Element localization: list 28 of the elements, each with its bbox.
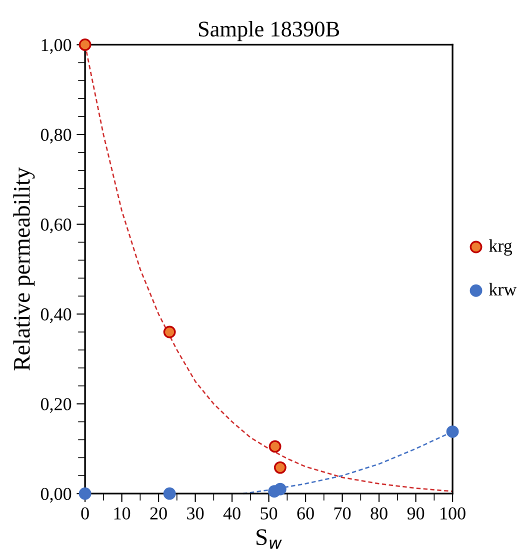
point — [446, 425, 459, 438]
legend-label: krg — [489, 239, 512, 256]
y-tick-label: 0,20 — [40, 398, 72, 413]
x-tick-label: 30 — [187, 507, 204, 520]
x-tick-label: 60 — [297, 507, 314, 520]
point — [268, 440, 282, 453]
chart-title: Sample 18390B — [198, 20, 340, 42]
point — [163, 326, 176, 338]
point — [163, 487, 176, 500]
x-tick-label: 50 — [260, 507, 278, 520]
x-tick-label: 80 — [370, 507, 388, 520]
x-tick-label: 90 — [407, 507, 424, 520]
x-tick-label: 70 — [334, 507, 351, 520]
y-axis-title: Relative permeability — [13, 167, 35, 370]
point — [274, 461, 286, 474]
x-tick-label: 100 — [440, 507, 466, 520]
y-tick-label: 0,80 — [40, 128, 72, 144]
point — [274, 482, 286, 496]
legend-label: krw — [489, 282, 517, 296]
y-tick-label: 0,40 — [40, 308, 72, 324]
x-tick-label: 20 — [150, 507, 167, 520]
y-tick-label: 0,60 — [40, 218, 72, 234]
x-tick-label: 0 — [81, 507, 89, 520]
x-tick-label: 40 — [223, 507, 240, 520]
x-tick-label: 10 — [114, 507, 130, 520]
y-tick-label: 1,00 — [42, 38, 72, 54]
y-tick-label: 0,00 — [40, 488, 72, 503]
x-axis-title: S$_{w}$ — [256, 529, 282, 549]
